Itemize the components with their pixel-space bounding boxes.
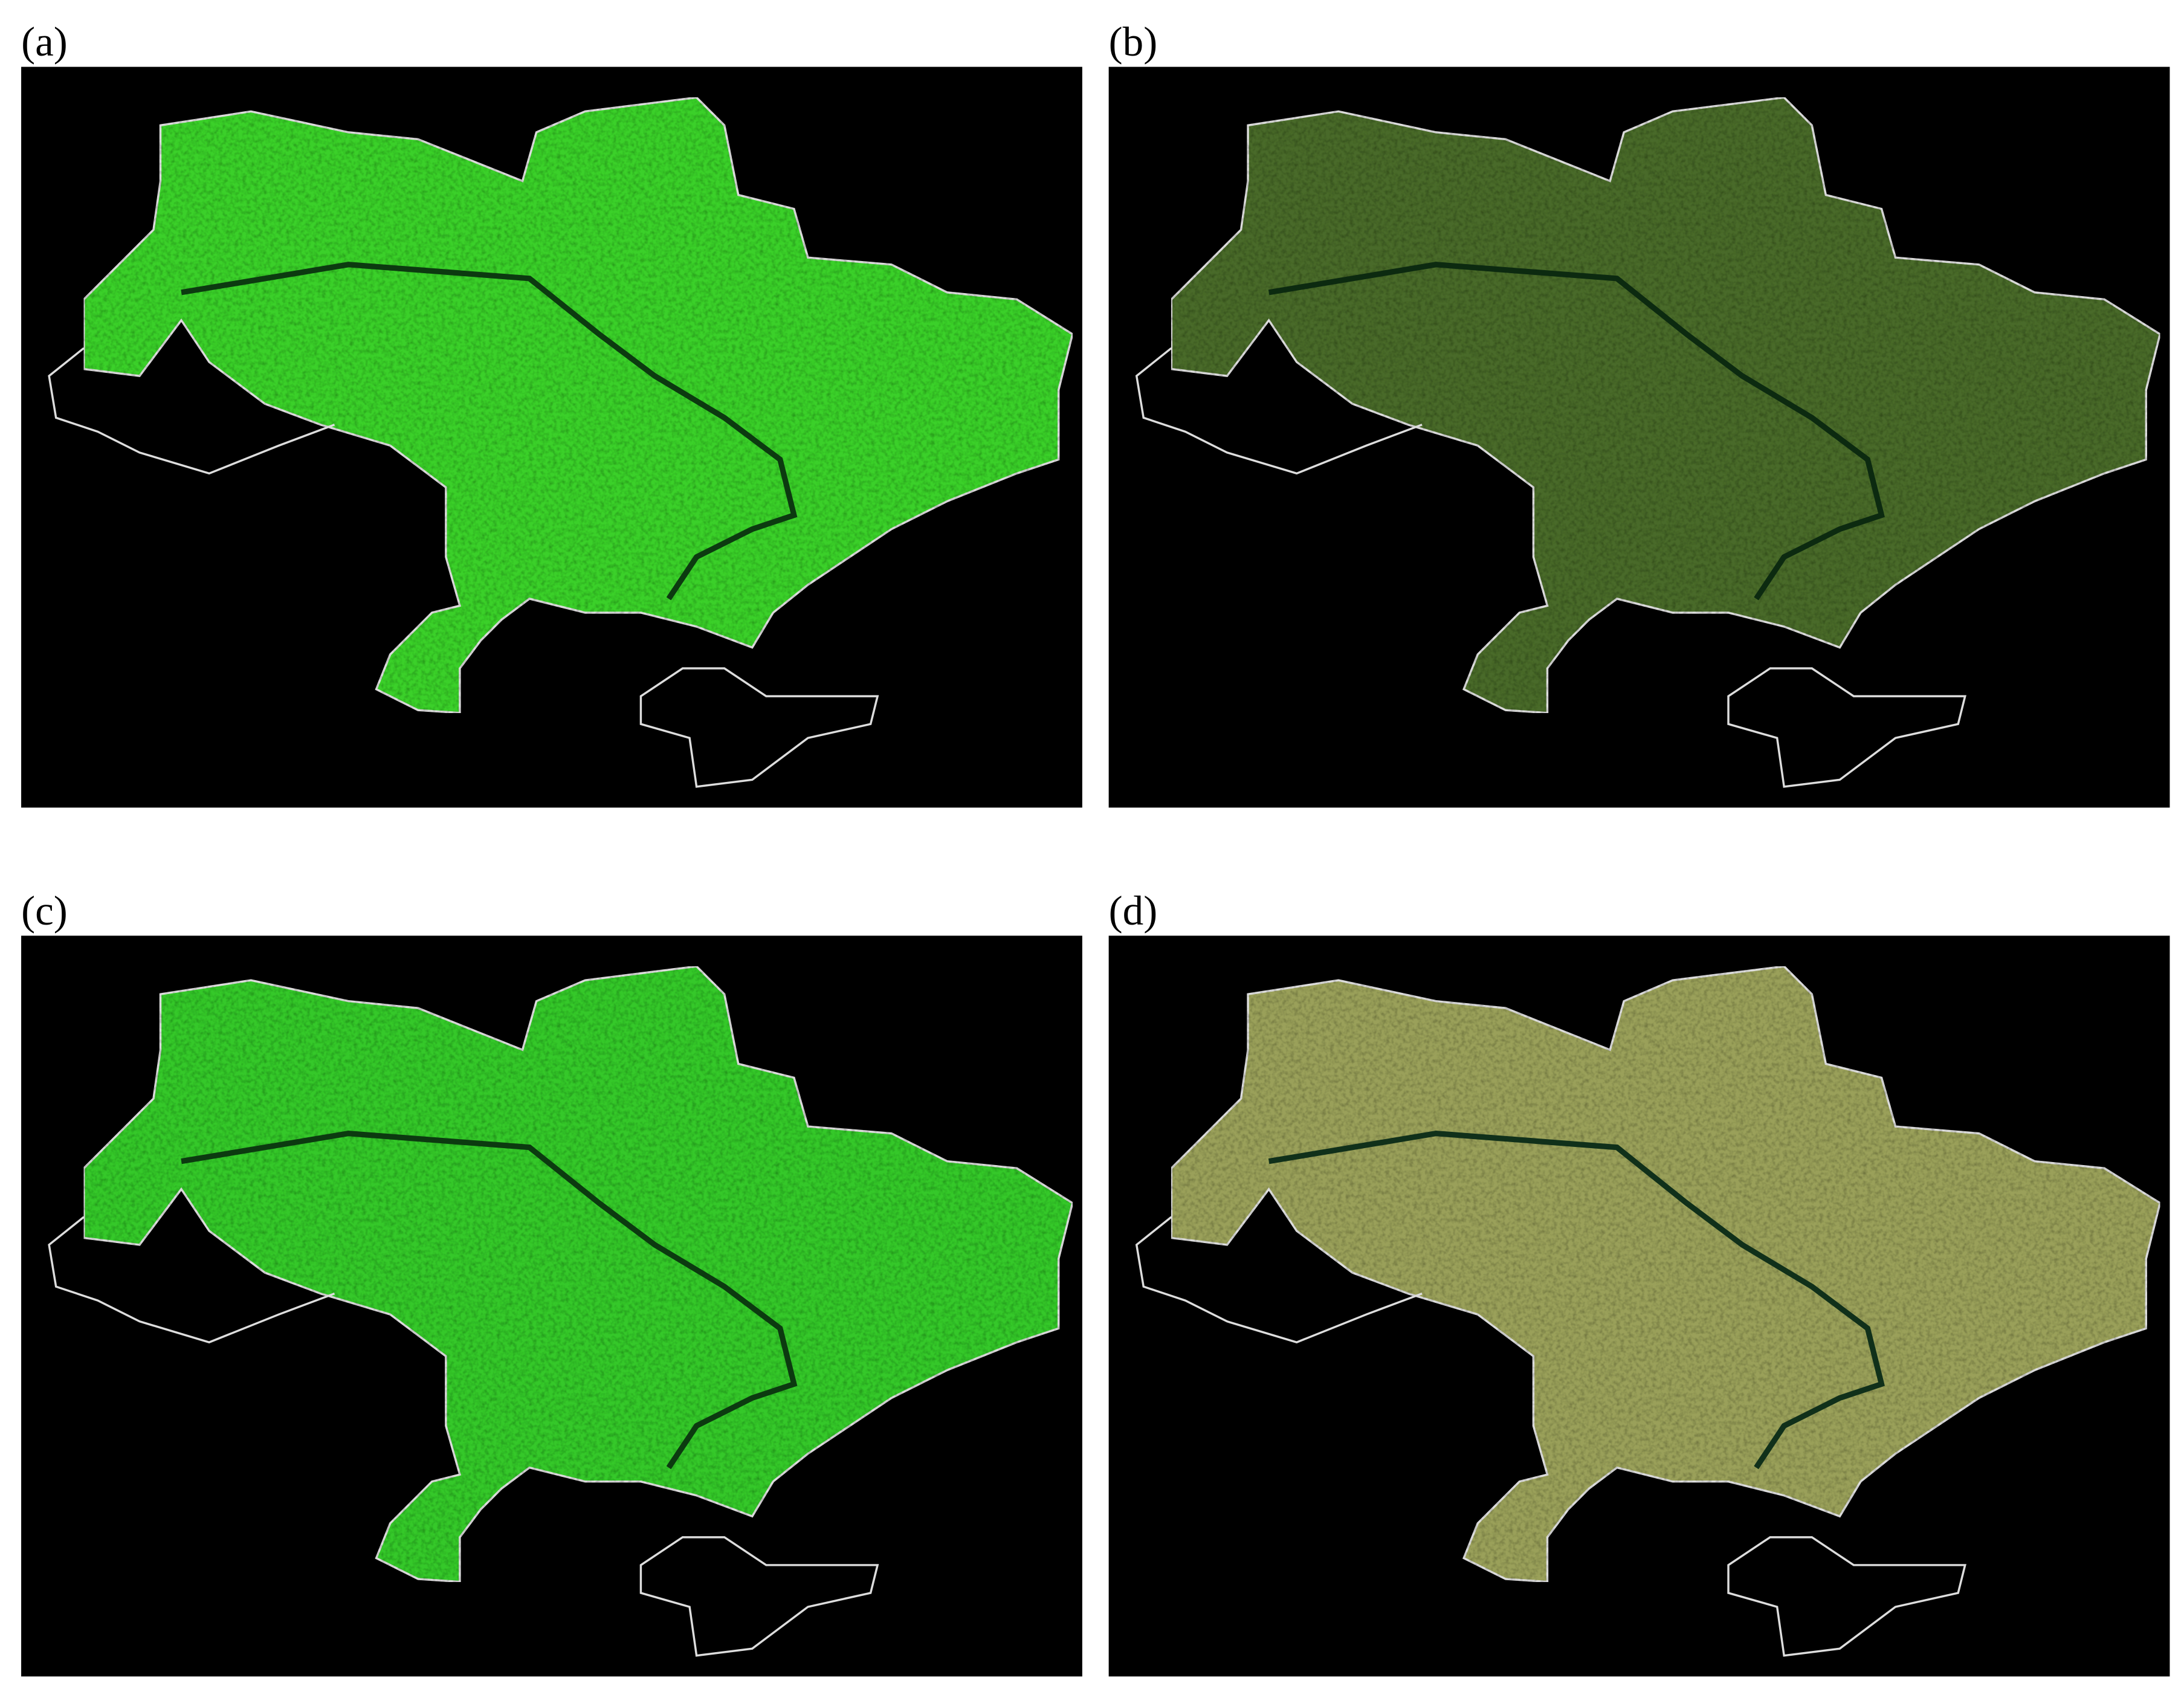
panel-label: (d) [1109,887,1158,934]
panel-d: (d) [1108,887,2170,1677]
panel-label: (c) [21,887,68,934]
panel-label: (a) [21,18,68,65]
panel-label: (b) [1109,18,1158,65]
panel-c: (c) [21,887,1082,1677]
panel-b: (b) [1108,18,2170,808]
panel-a: (a) [21,18,1082,807]
satellite-map [21,67,1082,808]
